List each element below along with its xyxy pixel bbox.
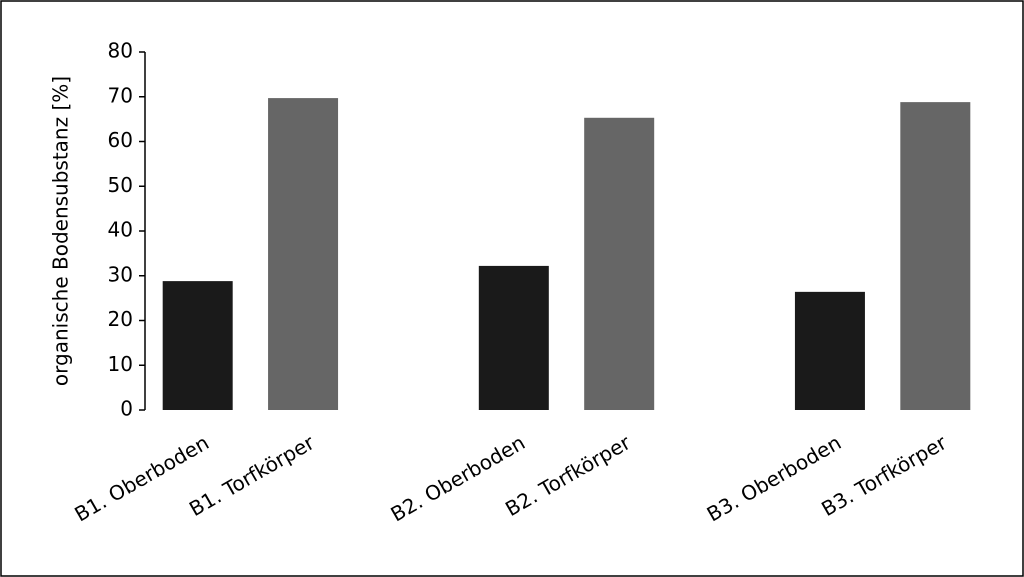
bar bbox=[162, 281, 233, 410]
y-tick-label: 30 bbox=[108, 262, 133, 286]
bar bbox=[794, 291, 865, 410]
y-tick-label: 80 bbox=[108, 39, 133, 63]
y-tick-label: 20 bbox=[108, 307, 133, 331]
y-tick-label: 70 bbox=[108, 83, 133, 107]
y-tick-label: 60 bbox=[108, 128, 133, 152]
bar bbox=[584, 117, 655, 410]
y-axis-title: organische Bodensubstanz [%] bbox=[49, 76, 73, 386]
bar bbox=[478, 265, 549, 410]
y-tick-label: 40 bbox=[108, 218, 133, 242]
y-tick-label: 10 bbox=[108, 352, 133, 376]
bar bbox=[900, 102, 971, 411]
bar bbox=[268, 98, 339, 410]
y-tick-label: 50 bbox=[108, 173, 133, 197]
y-tick-label: 0 bbox=[120, 397, 133, 421]
